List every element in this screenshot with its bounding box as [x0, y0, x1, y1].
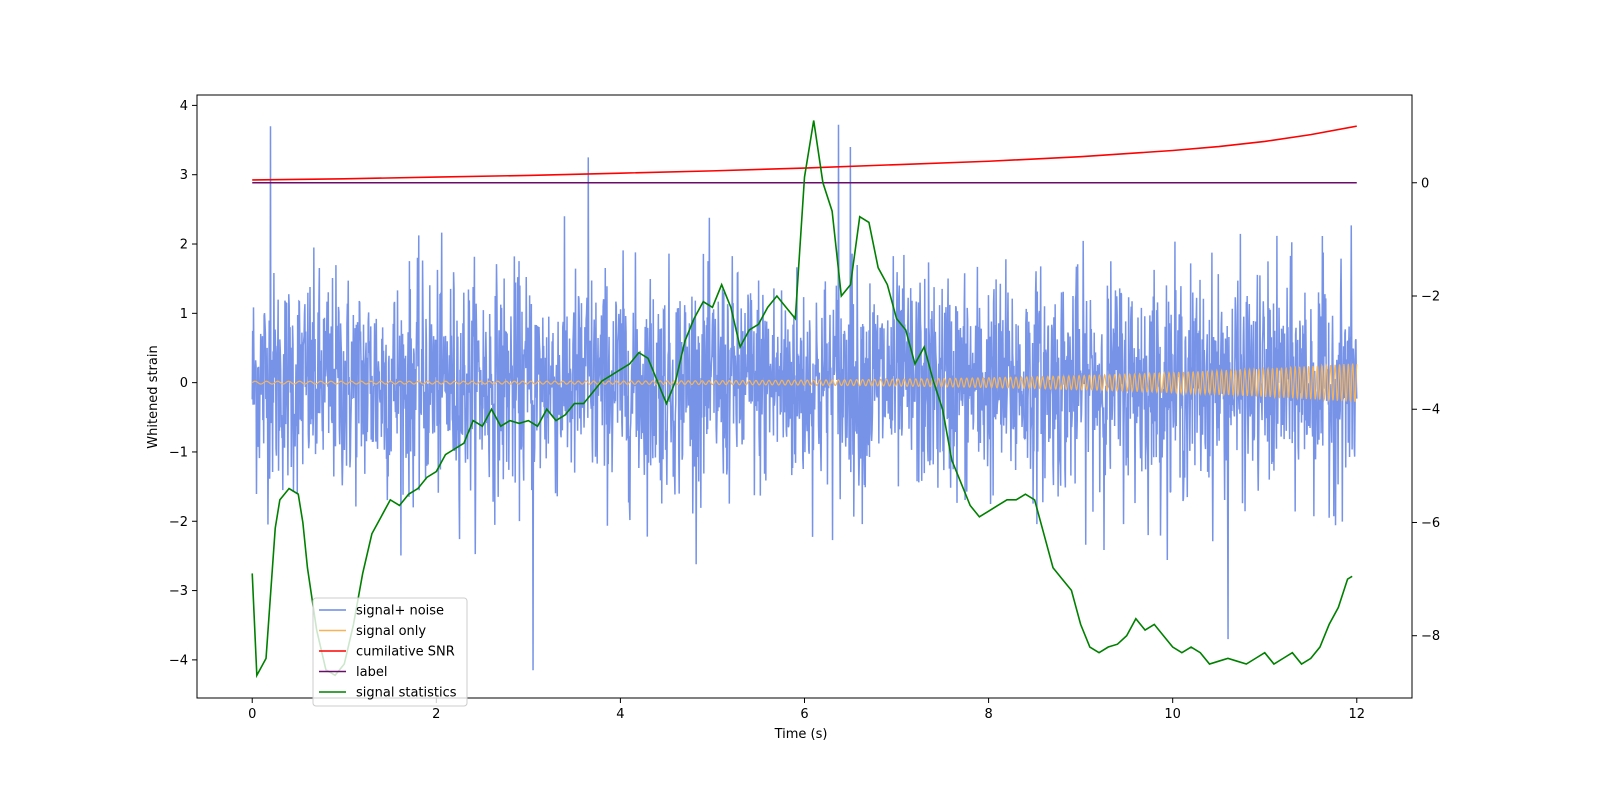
series-signal-only [251, 363, 1358, 403]
legend-box [312, 597, 468, 707]
legend-label: signal statistics [356, 686, 457, 701]
y-right-tick-label: 0 [1421, 176, 1429, 191]
y-axis-label: Whitened strain [146, 345, 161, 448]
x-tick-label: 10 [1164, 707, 1181, 722]
legend-label: cumilative SNR [356, 645, 455, 660]
series-right-axis [251, 120, 1357, 679]
y-left-tick-label: 3 [180, 168, 188, 183]
y-left-tick-label: −4 [169, 653, 188, 668]
series-signal-noise [251, 124, 1358, 671]
x-tick-label: 0 [248, 707, 256, 722]
y-left-tick-label: 2 [180, 238, 188, 253]
y-axis-right: −8 −6 −4 −2 0 [1412, 176, 1440, 644]
x-tick-label: 4 [616, 707, 624, 722]
legend-label: signal only [356, 624, 426, 639]
x-axis-label: Time (s) [774, 727, 828, 742]
line-signal-only [251, 363, 1358, 403]
x-tick-label: 6 [800, 707, 808, 722]
x-axis: 0 2 4 6 8 10 12 [248, 698, 1365, 722]
x-tick-label: 12 [1348, 707, 1365, 722]
y-left-tick-label: −3 [169, 584, 188, 599]
y-right-tick-label: −8 [1421, 629, 1440, 644]
legend-label: signal+ noise [356, 604, 444, 619]
y-left-tick-label: 4 [180, 99, 188, 114]
y-left-tick-label: 0 [180, 376, 188, 391]
y-axis-left: −4 −3 −2 −1 0 1 2 3 4 [169, 99, 197, 668]
y-left-tick-label: 1 [180, 307, 188, 322]
y-left-tick-label: −1 [169, 445, 188, 460]
legend: signal+ noise signal only cumilative SNR la… [312, 597, 468, 707]
line-cumilative-snr [252, 125, 1357, 181]
x-tick-label: 8 [984, 707, 992, 722]
y-right-tick-label: −6 [1421, 516, 1440, 531]
legend-label: label [356, 665, 387, 680]
y-left-tick-label: −2 [169, 515, 188, 530]
y-right-tick-label: −2 [1421, 290, 1440, 305]
line-signal-statistics [251, 120, 1353, 679]
x-tick-label: 2 [432, 707, 440, 722]
y-right-tick-label: −4 [1421, 403, 1440, 418]
line-signal-noise [251, 124, 1358, 671]
